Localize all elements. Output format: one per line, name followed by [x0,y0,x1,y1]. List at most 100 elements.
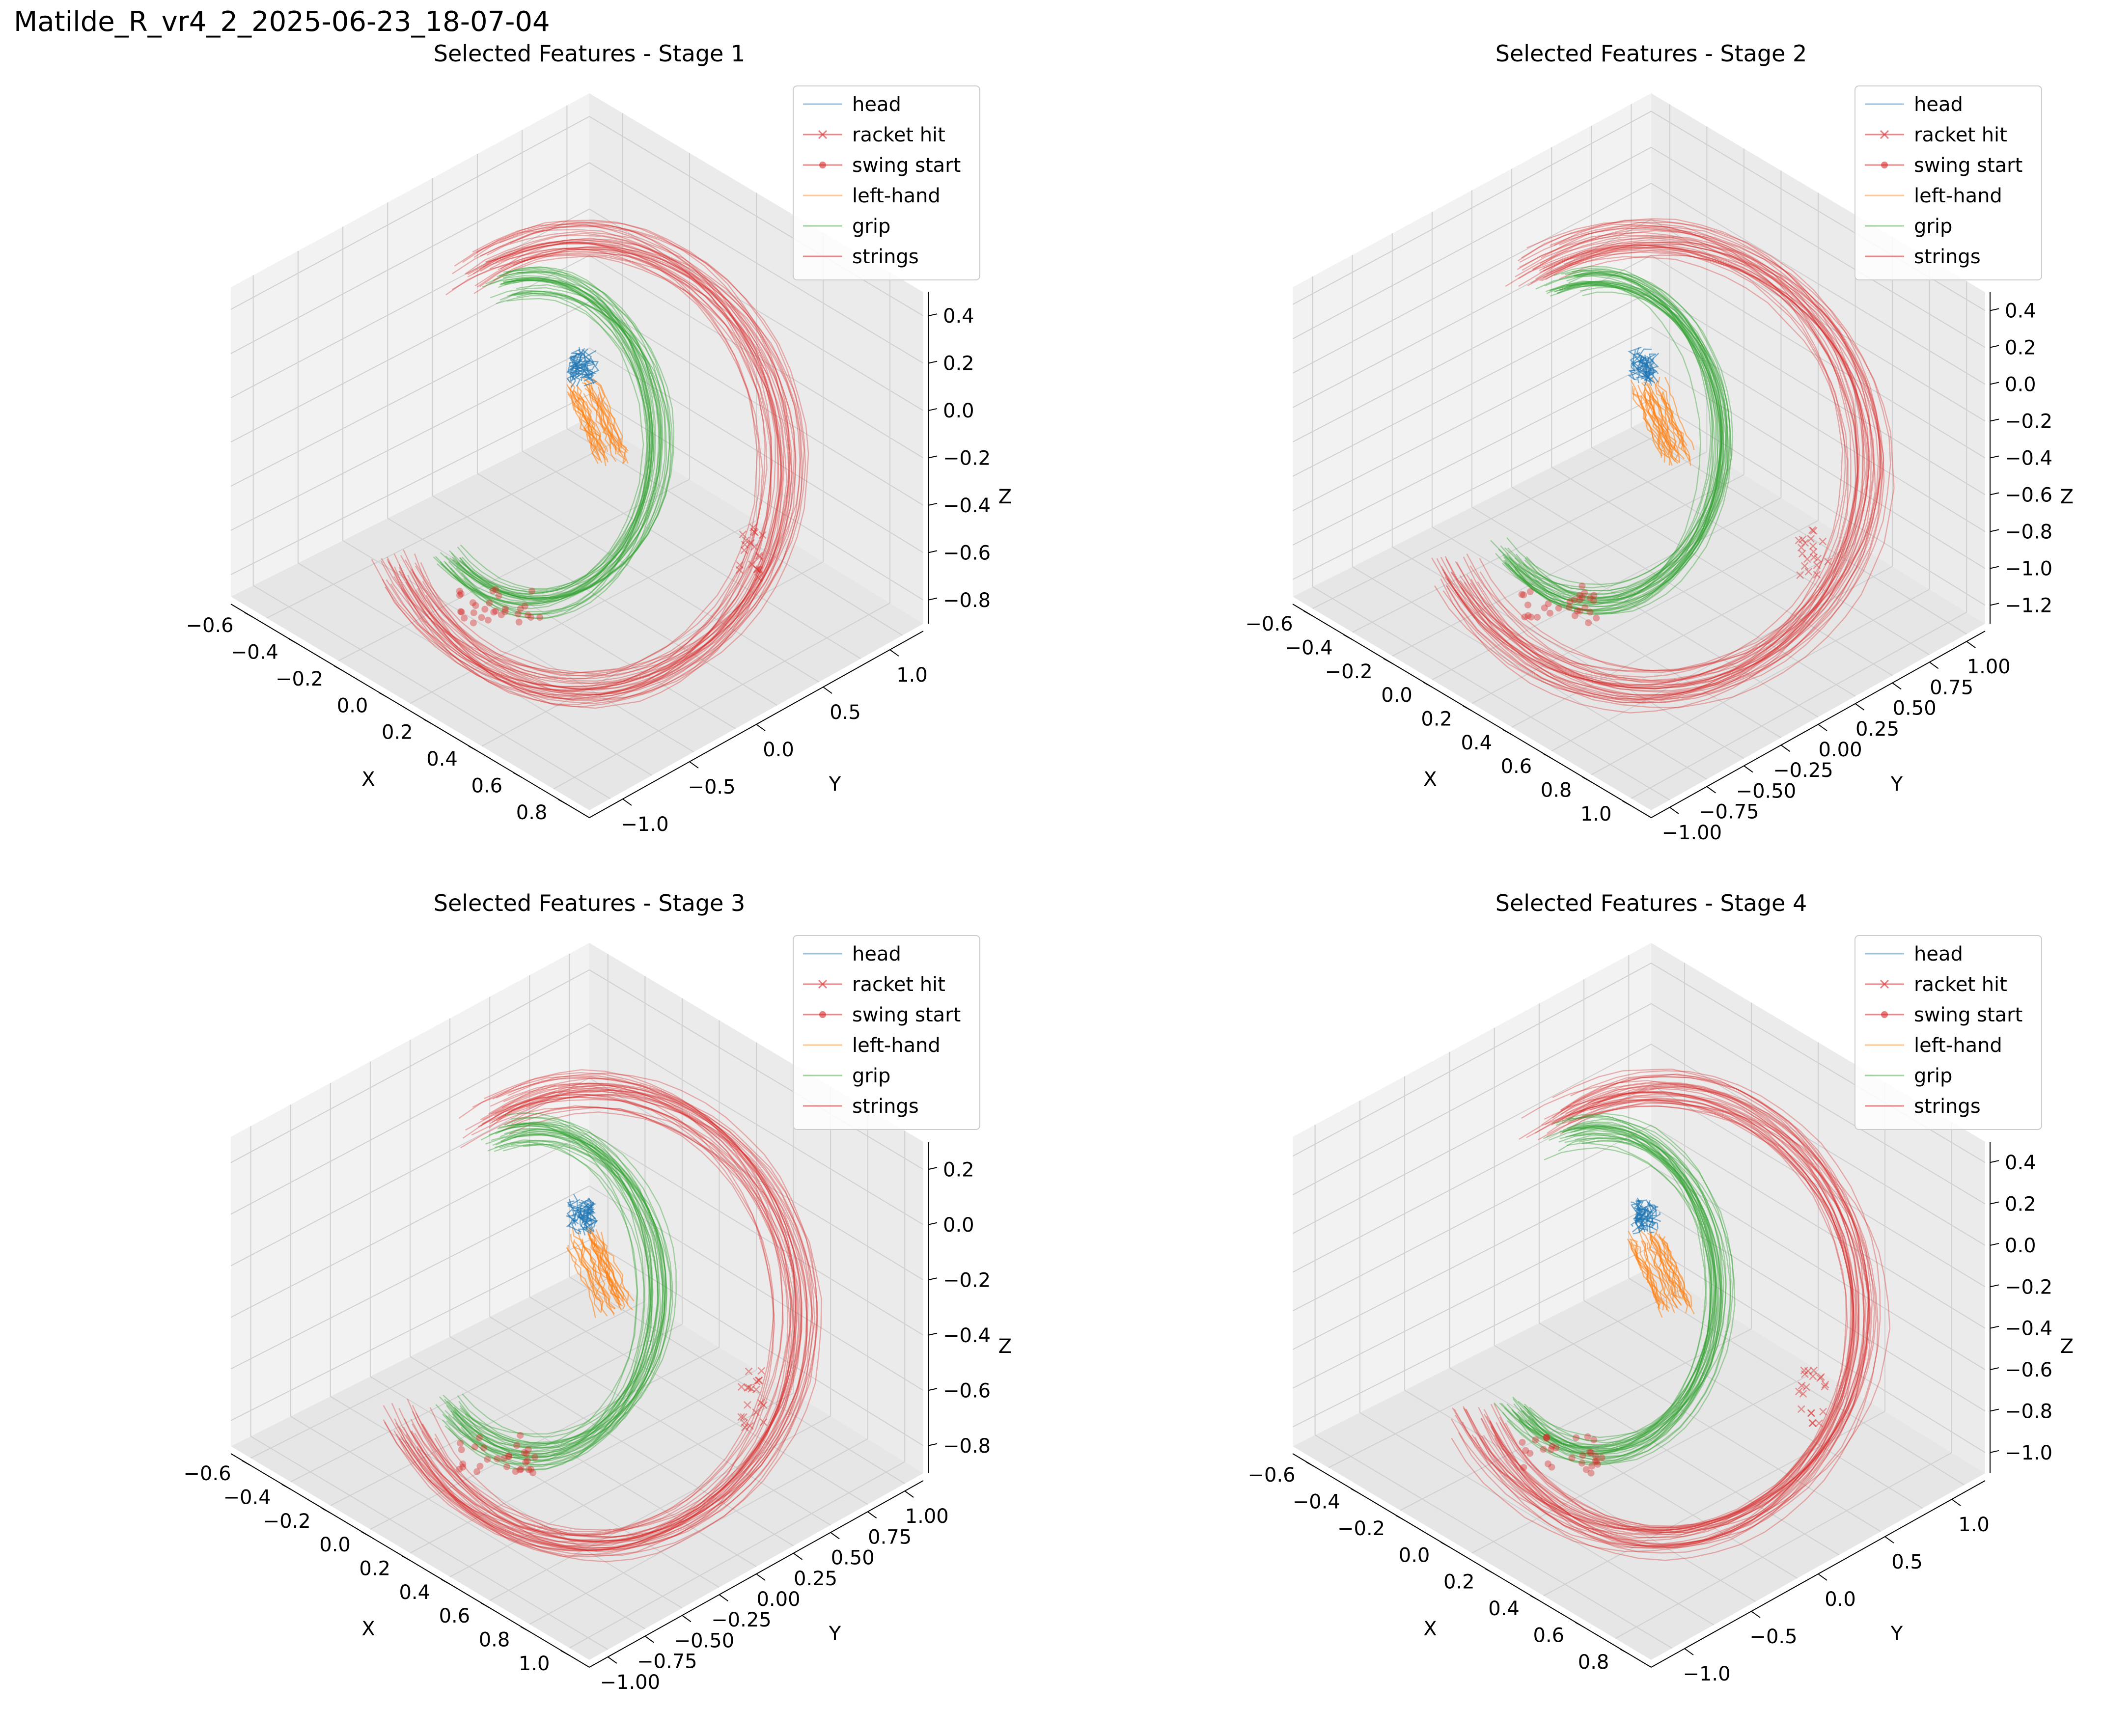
left-hand-trajectory [1649,1239,1679,1309]
swing-start-marker [486,599,493,606]
z-tick-label: −0.4 [943,1324,991,1347]
grip-trajectory [1529,1138,1727,1443]
swing-start-marker [521,1449,528,1457]
grip-trajectory [1531,1127,1719,1458]
z-tick-label: 0.0 [2005,1235,2036,1257]
x-tick [423,718,433,725]
series-head [1628,347,1660,386]
grip-trajectory [1527,1136,1718,1460]
x-tick-label: 0.4 [399,1581,430,1604]
legend-label: grip [852,215,890,238]
racket-hit-marker [746,1422,754,1430]
swing-start-marker [476,1434,483,1441]
swing-start-marker [1526,1450,1534,1457]
z-tick [928,313,938,317]
left-hand-trajectory [601,1232,635,1302]
strings-trajectory [1494,1101,1855,1547]
racket-hit-marker [1808,526,1816,534]
head-trajectory [579,1200,591,1226]
trajectories [1431,218,1895,714]
racket-hit-marker [755,1376,763,1384]
swing-start-marker [517,1432,524,1439]
grip-trajectory [453,278,652,615]
legend-label: left-hand [1914,1034,2002,1057]
racket-hit-marker [1804,1367,1812,1375]
grip-trajectory [452,293,666,594]
legend-marker-dot [1881,162,1888,168]
series-left-hand [1627,1227,1695,1318]
grid [1292,955,1986,1649]
z-tick-label: −0.2 [2005,1276,2052,1298]
racket-hit-marker [741,541,749,549]
swing-start-marker [1571,612,1578,619]
strings-trajectory [1486,1073,1870,1549]
strings-trajectory [415,1084,813,1531]
swing-start-marker [1586,1449,1593,1456]
grip-trajectory [439,1130,666,1445]
x-axis-label: X [361,768,375,791]
grip-trajectory [1526,291,1721,601]
y-tick [1884,1536,1894,1543]
strings-trajectory [1481,1091,1848,1549]
grip-trajectory [1512,1137,1716,1441]
strings-trajectory [1462,1099,1855,1542]
racket-hit-marker [753,565,761,573]
legend-label: head [852,93,901,116]
y-tick-label: −0.75 [637,1651,697,1673]
x-tick [244,612,254,618]
x-tick-label: 0.2 [382,721,413,744]
head-trajectory [567,1203,583,1233]
strings-trajectory [1442,227,1870,704]
racket-hit-marker [752,1378,761,1386]
grip-trajectory [1504,282,1722,604]
swing-start-marker [459,1460,467,1467]
strings-trajectory [1459,244,1846,678]
grip-trajectory [1503,272,1728,604]
grip-trajectory [1506,274,1716,605]
left-hand-trajectory [1648,1231,1677,1298]
series-racket-hit [1795,526,1832,579]
swing-start-marker [1543,1433,1550,1441]
x-tick-label: −0.2 [1337,1517,1385,1540]
strings-trajectory [1454,1091,1875,1530]
legend-label: strings [852,246,919,268]
swing-start-marker [471,1443,478,1451]
z-tick [928,550,938,553]
grip-trajectory [448,1123,638,1464]
swing-start-marker [1585,619,1592,627]
subplot-stage-1: −0.6 −0.4 −0.2 0.0 0.2 0.4 0.6 0.8 −1.0 −0.5 0.0 0.… [186,40,1012,836]
pane-floor [1293,1267,1985,1660]
swing-start-marker [470,619,477,627]
x-tick-label: 0.6 [1501,755,1532,778]
y-tick-label: 0.5 [830,701,861,724]
gridline-z [1292,291,1986,496]
y-axis-label: Y [1890,1623,1903,1645]
gridline-z [1292,327,1986,532]
swing-start-marker [456,592,464,599]
racket-hit-marker [755,567,763,575]
grip-trajectory [452,1124,654,1461]
swing-start-marker [1532,1436,1539,1443]
legend-label: swing start [852,1004,961,1026]
swing-start-marker [494,1455,501,1462]
left-hand-trajectory [580,1240,616,1310]
gridline-z [230,301,924,506]
z-tick-label: −0.2 [943,1269,991,1292]
swing-start-marker [505,1453,513,1460]
racket-hit-marker [745,1383,753,1392]
swing-start-marker [1534,613,1541,621]
strings-trajectory [393,226,785,688]
left-hand-trajectory [572,390,601,461]
gridline-y [449,1392,794,1577]
swing-start-marker [1593,614,1600,622]
legend-label: swing start [1914,1004,2022,1026]
head-trajectory [577,1198,594,1222]
x-tick-label: 0.2 [1421,708,1452,731]
strings-trajectory [403,1086,822,1556]
trajectories [383,1069,822,1563]
head-trajectory [569,361,581,388]
z-axis-label: Z [998,486,1012,508]
x-tick [1303,610,1313,617]
z-tick [1990,1242,1999,1246]
head-trajectory [582,360,600,382]
